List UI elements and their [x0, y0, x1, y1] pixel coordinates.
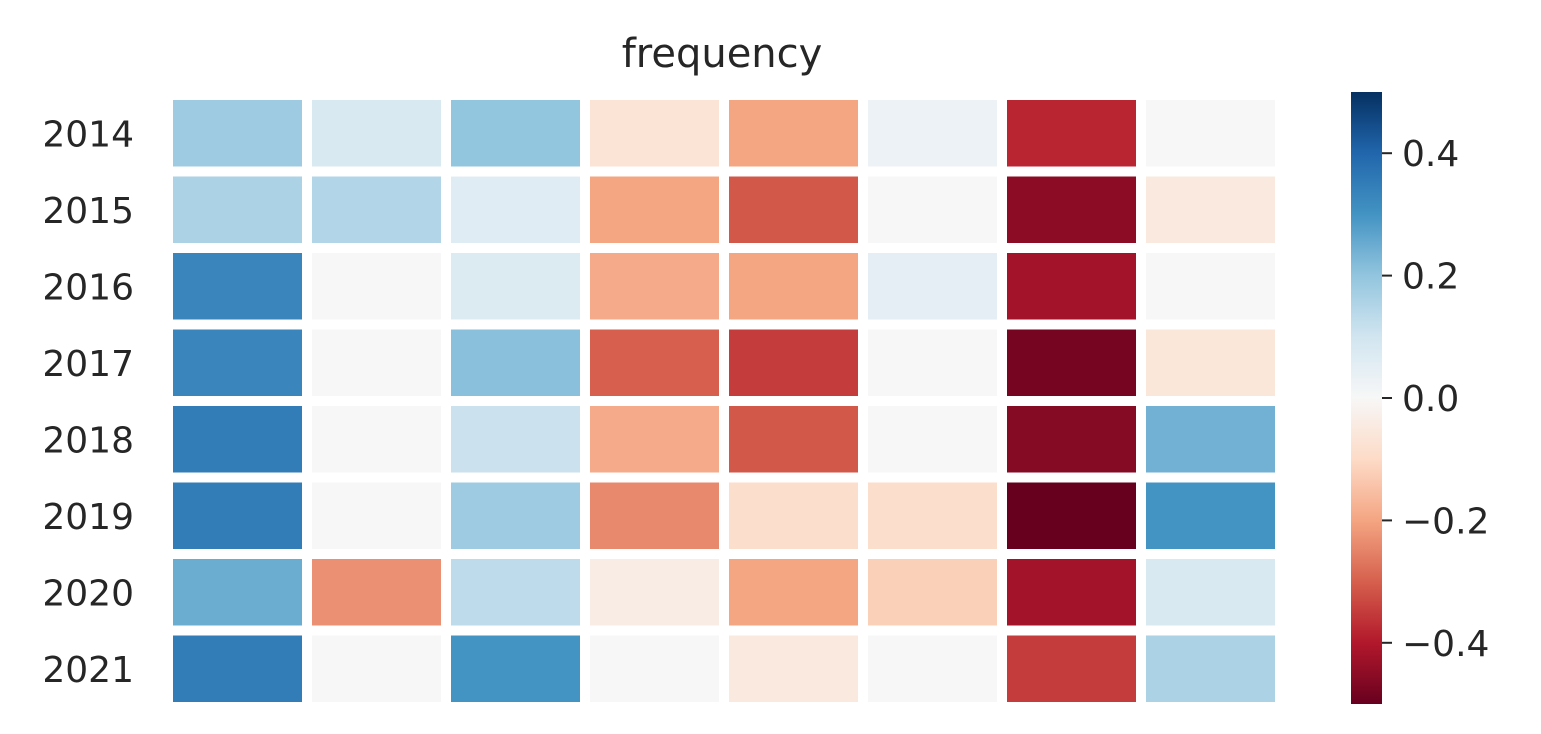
heatmap-cell-r3-c7: [1146, 329, 1275, 396]
heatmap-cell-r0-c0: [173, 100, 302, 167]
heatmap-cell-r1-c6: [1007, 176, 1136, 243]
heatmap-cell-r3-c5: [868, 329, 997, 396]
heatmap-cells: [173, 100, 1275, 702]
colorbar: 0.4 0.2 0.0 −0.2 −0.4: [1351, 92, 1489, 704]
row-label-2019: 2019: [42, 497, 134, 538]
row-label-2016: 2016: [42, 267, 134, 308]
heatmap-cell-r1-c4: [729, 176, 858, 243]
heatmap-cell-r6-c4: [729, 559, 858, 626]
row-label-2021: 2021: [42, 650, 134, 691]
colorbar-tick-label: −0.2: [1402, 501, 1489, 542]
colorbar-gradient: [1351, 92, 1382, 704]
heatmap-cell-r6-c2: [451, 559, 580, 626]
heatmap-cell-r7-c3: [590, 635, 719, 702]
heatmap-cell-r3-c4: [729, 329, 858, 396]
colorbar-tick-label: −0.4: [1402, 624, 1489, 665]
heatmap-cell-r7-c2: [451, 635, 580, 702]
heatmap-cell-r6-c3: [590, 559, 719, 626]
colorbar-tick-label: 0.2: [1402, 257, 1459, 298]
colorbar-tick-label: 0.0: [1402, 379, 1459, 420]
heatmap-cell-r3-c2: [451, 329, 580, 396]
heatmap-cell-r5-c6: [1007, 482, 1136, 549]
heatmap-cell-r5-c7: [1146, 482, 1275, 549]
heatmap-cell-r7-c4: [729, 635, 858, 702]
heatmap-cell-r4-c5: [868, 406, 997, 473]
colorbar-tick-label: 0.4: [1402, 134, 1459, 175]
heatmap-cell-r5-c1: [312, 482, 441, 549]
heatmap-cell-r2-c7: [1146, 253, 1275, 320]
heatmap-cell-r7-c1: [312, 635, 441, 702]
row-labels: 2014 2015 2016 2017 2018 2019 2020 2021: [42, 114, 134, 691]
row-label-2020: 2020: [42, 573, 134, 614]
heatmap-cell-r2-c2: [451, 253, 580, 320]
heatmap-cell-r1-c7: [1146, 176, 1275, 243]
heatmap-cell-r1-c2: [451, 176, 580, 243]
heatmap-cell-r2-c4: [729, 253, 858, 320]
heatmap-cell-r4-c7: [1146, 406, 1275, 473]
heatmap-cell-r5-c2: [451, 482, 580, 549]
heatmap-cell-r5-c5: [868, 482, 997, 549]
heatmap-cell-r0-c1: [312, 100, 441, 167]
heatmap-cell-r6-c5: [868, 559, 997, 626]
heatmap-cell-r0-c6: [1007, 100, 1136, 167]
chart-title: frequency: [622, 31, 823, 77]
heatmap-cell-r0-c2: [451, 100, 580, 167]
heatmap-cell-r7-c7: [1146, 635, 1275, 702]
heatmap-cell-r4-c6: [1007, 406, 1136, 473]
heatmap-cell-r2-c1: [312, 253, 441, 320]
heatmap-cell-r5-c0: [173, 482, 302, 549]
heatmap-cell-r7-c5: [868, 635, 997, 702]
heatmap-cell-r7-c0: [173, 635, 302, 702]
heatmap-cell-r6-c1: [312, 559, 441, 626]
heatmap-cell-r4-c1: [312, 406, 441, 473]
heatmap-cell-r5-c3: [590, 482, 719, 549]
heatmap-cell-r6-c7: [1146, 559, 1275, 626]
heatmap-cell-r5-c4: [729, 482, 858, 549]
row-label-2014: 2014: [42, 114, 134, 155]
heatmap-cell-r6-c0: [173, 559, 302, 626]
heatmap-cell-r6-c6: [1007, 559, 1136, 626]
heatmap-cell-r3-c3: [590, 329, 719, 396]
heatmap-cell-r2-c3: [590, 253, 719, 320]
row-label-2015: 2015: [42, 191, 134, 232]
heatmap-cell-r4-c4: [729, 406, 858, 473]
heatmap-cell-r3-c0: [173, 329, 302, 396]
heatmap-cell-r0-c5: [868, 100, 997, 167]
heatmap-cell-r0-c4: [729, 100, 858, 167]
heatmap-cell-r2-c5: [868, 253, 997, 320]
heatmap-cell-r2-c0: [173, 253, 302, 320]
heatmap-cell-r1-c1: [312, 176, 441, 243]
row-label-2018: 2018: [42, 420, 134, 461]
heatmap-cell-r4-c3: [590, 406, 719, 473]
heatmap-cell-r7-c6: [1007, 635, 1136, 702]
heatmap-cell-r4-c2: [451, 406, 580, 473]
heatmap-cell-r0-c7: [1146, 100, 1275, 167]
heatmap-cell-r1-c0: [173, 176, 302, 243]
heatmap-cell-r1-c5: [868, 176, 997, 243]
heatmap-cell-r2-c6: [1007, 253, 1136, 320]
row-label-2017: 2017: [42, 344, 134, 385]
heatmap-cell-r1-c3: [590, 176, 719, 243]
heatmap-cell-r4-c0: [173, 406, 302, 473]
heatmap-cell-r0-c3: [590, 100, 719, 167]
heatmap-cell-r3-c1: [312, 329, 441, 396]
heatmap-cell-r3-c6: [1007, 329, 1136, 396]
